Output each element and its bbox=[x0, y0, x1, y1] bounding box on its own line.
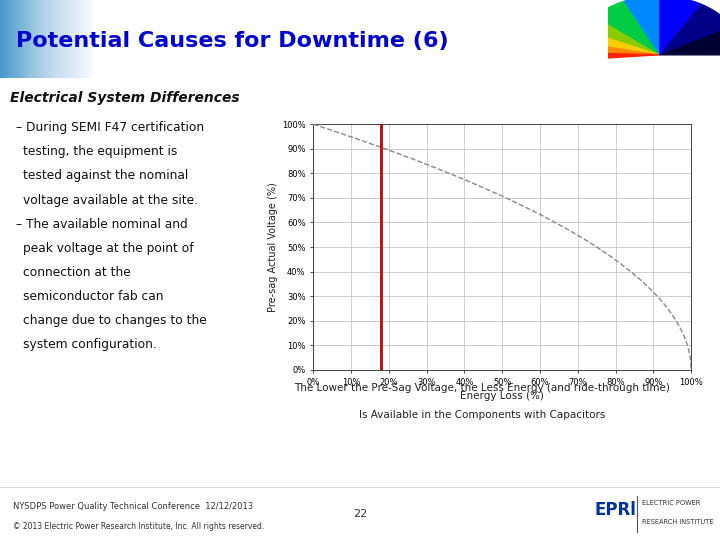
Text: © 2013 Electric Power Research Institute, Inc. All rights reserved.: © 2013 Electric Power Research Institute… bbox=[13, 522, 264, 531]
Wedge shape bbox=[575, 53, 659, 60]
Text: EPRl: EPRl bbox=[594, 501, 636, 519]
Text: 22: 22 bbox=[353, 509, 367, 519]
Text: Is Available in the Components with Capacitors: Is Available in the Components with Capa… bbox=[359, 410, 606, 420]
X-axis label: Energy Loss (%): Energy Loss (%) bbox=[460, 391, 544, 401]
Text: system configuration.: system configuration. bbox=[22, 338, 156, 351]
Wedge shape bbox=[582, 17, 659, 55]
Text: change due to changes to the: change due to changes to the bbox=[22, 314, 207, 327]
Text: The Lower the Pre-Sag Voltage, the Less Energy (and ride-through time): The Lower the Pre-Sag Voltage, the Less … bbox=[294, 383, 670, 393]
Wedge shape bbox=[659, 25, 720, 55]
Wedge shape bbox=[624, 0, 659, 55]
Text: Electrical System Differences: Electrical System Differences bbox=[9, 91, 239, 105]
Text: NYSDPS Power Quality Technical Conference  12/12/2013: NYSDPS Power Quality Technical Conferenc… bbox=[13, 502, 253, 510]
Text: semiconductor fab can: semiconductor fab can bbox=[22, 290, 163, 303]
Wedge shape bbox=[659, 4, 720, 55]
Text: testing, the equipment is: testing, the equipment is bbox=[22, 145, 177, 158]
Wedge shape bbox=[595, 2, 659, 55]
Text: voltage available at the site.: voltage available at the site. bbox=[22, 193, 198, 207]
Text: peak voltage at the point of: peak voltage at the point of bbox=[22, 242, 193, 255]
Text: connection at the: connection at the bbox=[22, 266, 130, 279]
Text: Potential Causes for Downtime (6): Potential Causes for Downtime (6) bbox=[16, 31, 449, 51]
Bar bbox=[94, 0, 720, 78]
Text: ELECTRIC POWER: ELECTRIC POWER bbox=[642, 500, 701, 506]
Y-axis label: Pre-sag Actual Voltage (%): Pre-sag Actual Voltage (%) bbox=[268, 182, 278, 312]
Wedge shape bbox=[577, 30, 659, 55]
Text: tested against the nominal: tested against the nominal bbox=[22, 170, 188, 183]
Text: – The available nominal and: – The available nominal and bbox=[16, 218, 187, 231]
Text: – During SEMI F47 certification: – During SEMI F47 certification bbox=[16, 122, 204, 134]
Wedge shape bbox=[659, 0, 701, 55]
Wedge shape bbox=[575, 43, 659, 55]
Text: RESEARCH INSTITUTE: RESEARCH INSTITUTE bbox=[642, 519, 714, 525]
